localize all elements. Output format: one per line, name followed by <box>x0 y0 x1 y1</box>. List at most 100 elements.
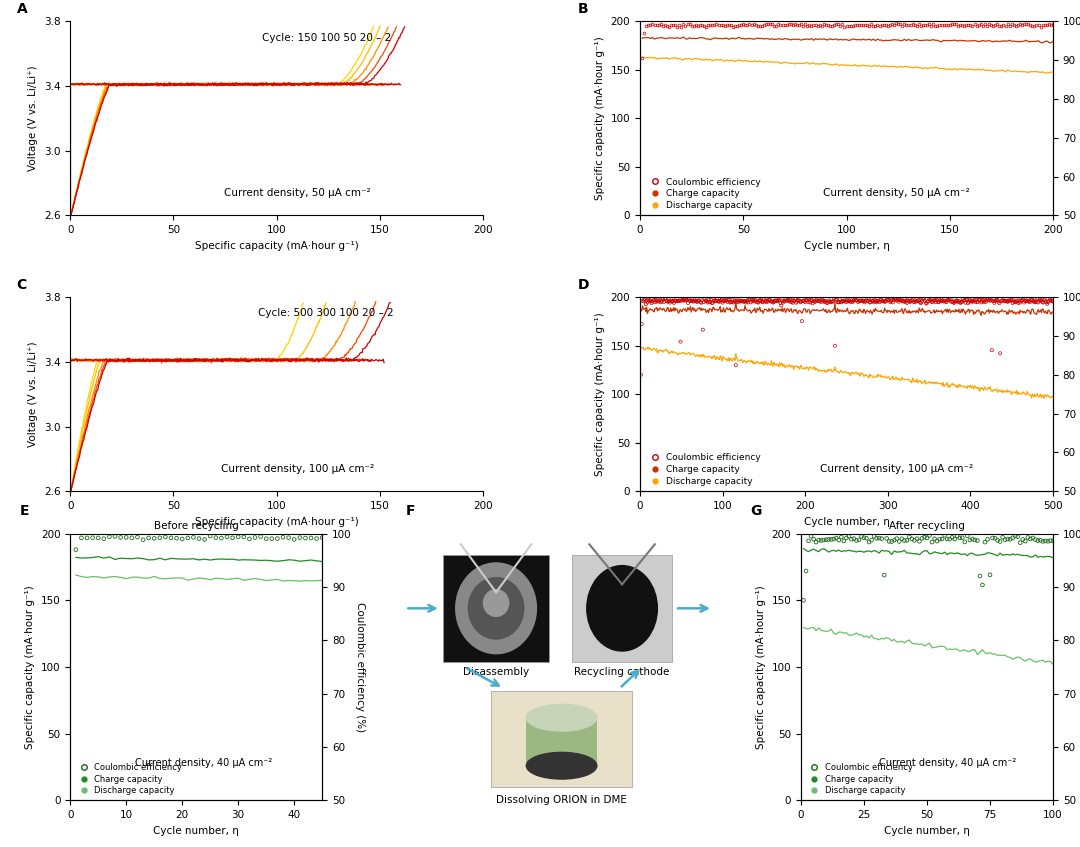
Point <box>969 295 986 308</box>
Point <box>865 529 882 543</box>
Point <box>961 294 978 307</box>
Point <box>964 295 982 308</box>
Point <box>653 295 671 308</box>
Point <box>923 296 941 309</box>
Point <box>890 295 907 308</box>
Point <box>1024 531 1041 545</box>
Point <box>876 568 893 582</box>
Point <box>1009 530 1026 544</box>
Point <box>821 294 838 307</box>
Point <box>997 295 1014 308</box>
Point <box>772 299 789 313</box>
Point <box>729 296 746 309</box>
Point <box>966 294 983 307</box>
Point <box>874 295 891 308</box>
Point <box>647 293 664 307</box>
Point <box>946 295 963 308</box>
Point <box>888 532 905 545</box>
Point <box>677 294 694 307</box>
Point <box>867 293 885 307</box>
Point <box>866 294 883 307</box>
Point <box>861 296 878 309</box>
Point <box>1027 533 1044 546</box>
Point <box>868 532 886 545</box>
Point <box>989 534 1007 547</box>
Point <box>814 294 832 307</box>
Point <box>784 296 801 309</box>
Point <box>213 531 230 545</box>
Point <box>235 530 253 544</box>
Point <box>795 594 812 607</box>
Point <box>835 534 852 548</box>
Point <box>885 296 902 309</box>
Point <box>954 295 971 308</box>
Point <box>997 295 1014 308</box>
Point <box>1017 295 1035 308</box>
Point <box>849 294 866 307</box>
Point <box>712 294 729 307</box>
Point <box>656 295 673 308</box>
Point <box>727 294 744 307</box>
Point <box>971 569 988 583</box>
Point <box>174 532 191 545</box>
Point <box>635 293 652 307</box>
Point <box>741 293 758 307</box>
Point <box>994 530 1011 544</box>
Point <box>846 532 863 545</box>
Point <box>886 534 903 547</box>
Y-axis label: Specific capacity (mA·hour g⁻¹): Specific capacity (mA·hour g⁻¹) <box>25 585 36 749</box>
Point <box>975 294 993 307</box>
Point <box>856 295 874 308</box>
Point <box>780 294 797 307</box>
Point <box>774 296 792 309</box>
Point <box>643 295 660 308</box>
Point <box>909 294 927 307</box>
Point <box>735 295 753 308</box>
Point <box>962 295 980 308</box>
Point <box>802 529 820 543</box>
Point <box>308 532 325 545</box>
Point <box>812 296 829 309</box>
Point <box>1039 297 1056 311</box>
Point <box>684 295 701 308</box>
Point <box>974 293 991 307</box>
Point <box>864 295 881 308</box>
Point <box>1039 534 1056 548</box>
Point <box>758 296 775 309</box>
Point <box>751 294 768 307</box>
Point <box>636 292 653 306</box>
Point <box>901 295 918 308</box>
Point <box>675 294 692 307</box>
Point <box>782 293 799 307</box>
Point <box>716 293 733 307</box>
Point <box>680 292 698 306</box>
Point <box>810 294 827 307</box>
Title: After recycling: After recycling <box>889 522 964 531</box>
Point <box>883 534 901 548</box>
Point <box>84 531 102 545</box>
Point <box>994 293 1011 307</box>
Point <box>302 531 320 545</box>
Point <box>981 292 998 306</box>
Point <box>944 530 961 544</box>
Point <box>945 296 962 310</box>
Point <box>971 293 988 307</box>
Point <box>812 534 829 547</box>
Text: Disassembly: Disassembly <box>463 667 529 677</box>
Point <box>666 294 684 307</box>
Point <box>941 292 958 306</box>
Point <box>895 295 913 308</box>
Point <box>919 295 936 308</box>
X-axis label: Cycle number, η: Cycle number, η <box>885 826 970 836</box>
Point <box>1004 293 1022 307</box>
Text: Cycle: 150 100 50 20 – 2: Cycle: 150 100 50 20 – 2 <box>261 32 391 42</box>
Point <box>987 293 1004 307</box>
Point <box>920 295 937 308</box>
Point <box>741 293 758 307</box>
Point <box>811 294 828 307</box>
Point <box>1004 531 1022 545</box>
Point <box>850 296 867 309</box>
Point <box>665 296 683 310</box>
Point <box>738 296 755 309</box>
Point <box>1042 294 1059 307</box>
